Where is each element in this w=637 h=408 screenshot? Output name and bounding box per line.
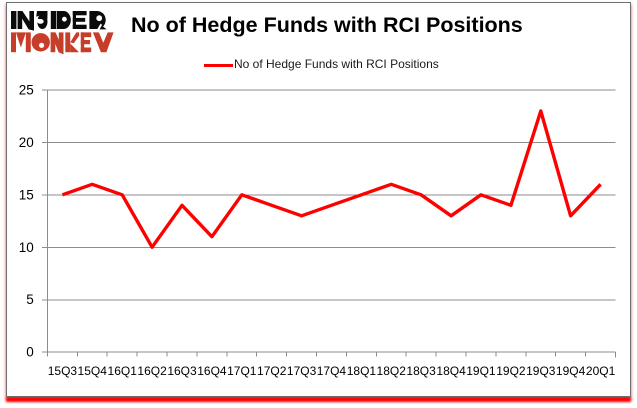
svg-text:17Q3: 17Q3 [287,364,317,378]
svg-text:10: 10 [19,240,34,255]
svg-text:15Q3: 15Q3 [48,364,78,378]
svg-text:19Q3: 19Q3 [526,364,556,378]
svg-text:19Q2: 19Q2 [496,364,526,378]
svg-text:15: 15 [19,187,34,202]
svg-text:17Q1: 17Q1 [227,364,257,378]
svg-text:20: 20 [19,135,34,150]
svg-text:19Q1: 19Q1 [466,364,496,378]
svg-text:19Q4: 19Q4 [556,364,586,378]
svg-text:17Q2: 17Q2 [257,364,287,378]
svg-text:16Q2: 16Q2 [137,364,167,378]
svg-text:18Q3: 18Q3 [406,364,436,378]
svg-text:16Q1: 16Q1 [108,364,138,378]
svg-text:16Q3: 16Q3 [167,364,197,378]
svg-text:25: 25 [19,83,34,98]
svg-text:15Q4: 15Q4 [78,364,108,378]
svg-text:18Q2: 18Q2 [377,364,407,378]
svg-text:16Q4: 16Q4 [197,364,227,378]
svg-text:0: 0 [26,345,34,360]
svg-text:18Q1: 18Q1 [347,364,377,378]
svg-text:18Q4: 18Q4 [436,364,466,378]
svg-text:17Q4: 17Q4 [317,364,347,378]
svg-text:5: 5 [26,292,34,307]
svg-text:20Q1: 20Q1 [586,364,616,378]
